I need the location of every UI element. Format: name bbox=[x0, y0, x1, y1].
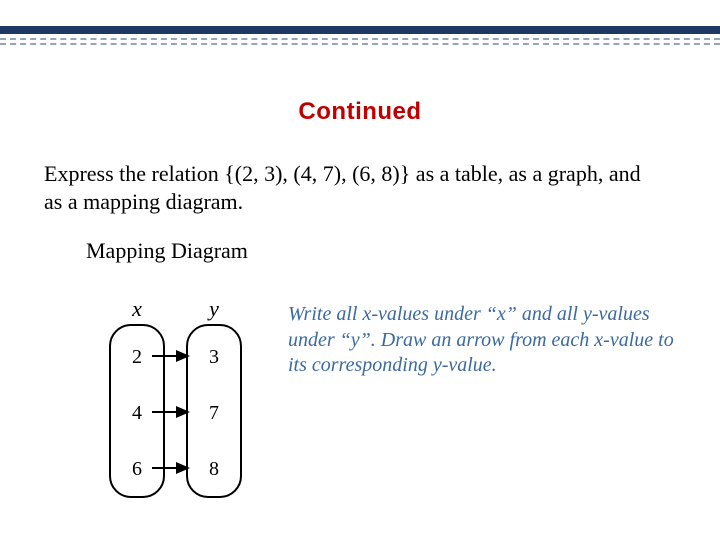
slide-top-border bbox=[0, 0, 720, 50]
y-value-2: 7 bbox=[188, 402, 240, 425]
y-column-header: y bbox=[188, 296, 240, 322]
y-value-1: 3 bbox=[188, 346, 240, 369]
x-column-header: x bbox=[111, 296, 163, 322]
top-dash-line-1 bbox=[0, 38, 720, 40]
mapping-subheading: Mapping Diagram bbox=[86, 238, 248, 264]
x-value-3: 6 bbox=[111, 458, 163, 481]
slide-title: Continued bbox=[0, 98, 720, 126]
instruction-text: Write all x-values under “x” and all y-v… bbox=[288, 302, 683, 379]
mapping-diagram: x y 2 3 4 7 6 8 bbox=[102, 296, 282, 506]
top-dash-line-2 bbox=[0, 43, 720, 45]
y-value-3: 8 bbox=[188, 458, 240, 481]
x-value-2: 4 bbox=[111, 402, 163, 425]
prompt-text: Express the relation {(2, 3), (4, 7), (6… bbox=[44, 160, 644, 215]
x-value-1: 2 bbox=[111, 346, 163, 369]
top-thick-bar bbox=[0, 26, 720, 34]
